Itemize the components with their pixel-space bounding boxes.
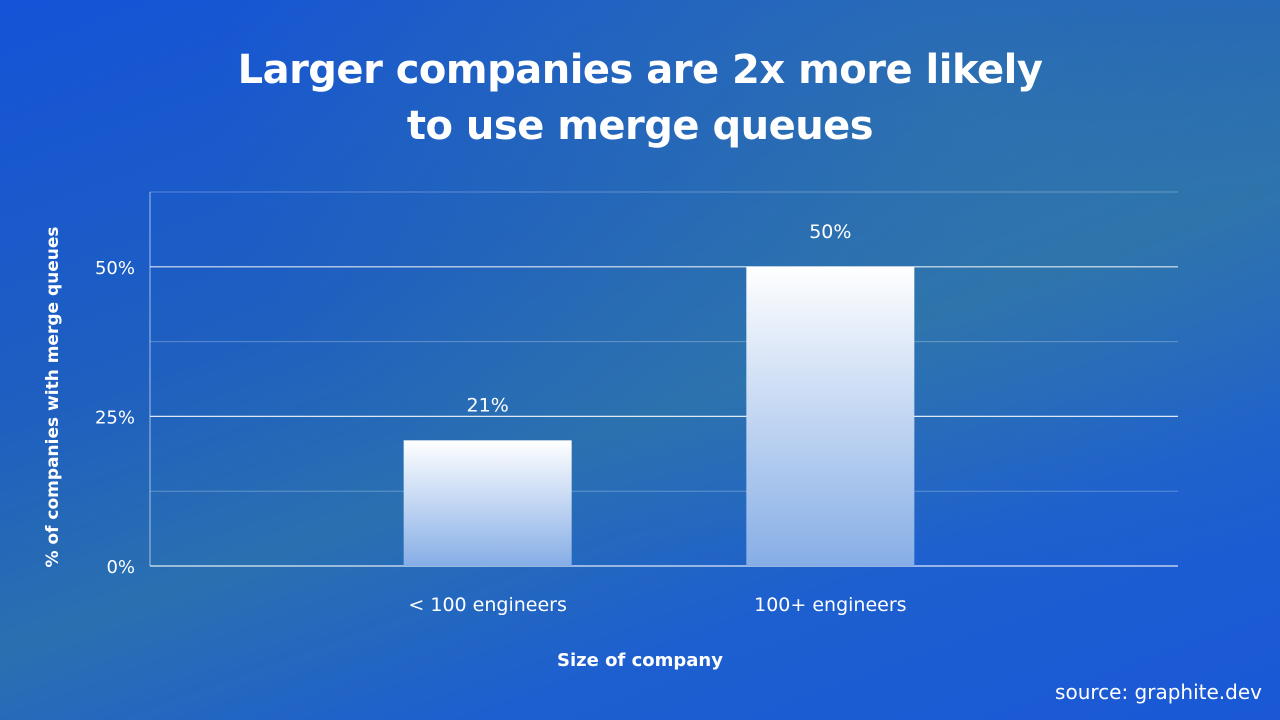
y-tick-label-2: 50% <box>95 258 135 279</box>
value-label-1: 50% <box>809 221 851 243</box>
y-tick-label-0: 0% <box>106 557 135 578</box>
chart-title-line-1: Larger companies are 2x more likely <box>237 47 1043 93</box>
category-label-1: 100+ engineers <box>754 594 906 616</box>
x-axis-label: Size of company <box>557 650 723 671</box>
source-note: source: graphite.dev <box>1055 680 1262 704</box>
bar-1 <box>746 266 915 566</box>
chart-title: Larger companies are 2x more likely to u… <box>0 42 1280 154</box>
chart-title-line-2: to use merge queues <box>406 103 874 149</box>
bar-0 <box>403 440 572 566</box>
category-label-0: < 100 engineers <box>408 594 566 616</box>
y-tick-label-1: 25% <box>95 407 135 428</box>
label-layer: 0% 25% 50% 21% < 100 engineers 50% 100+ engine… <box>95 221 907 616</box>
value-label-0: 21% <box>467 394 509 416</box>
grid-layer <box>149 191 1178 567</box>
bar-layer <box>403 266 915 566</box>
